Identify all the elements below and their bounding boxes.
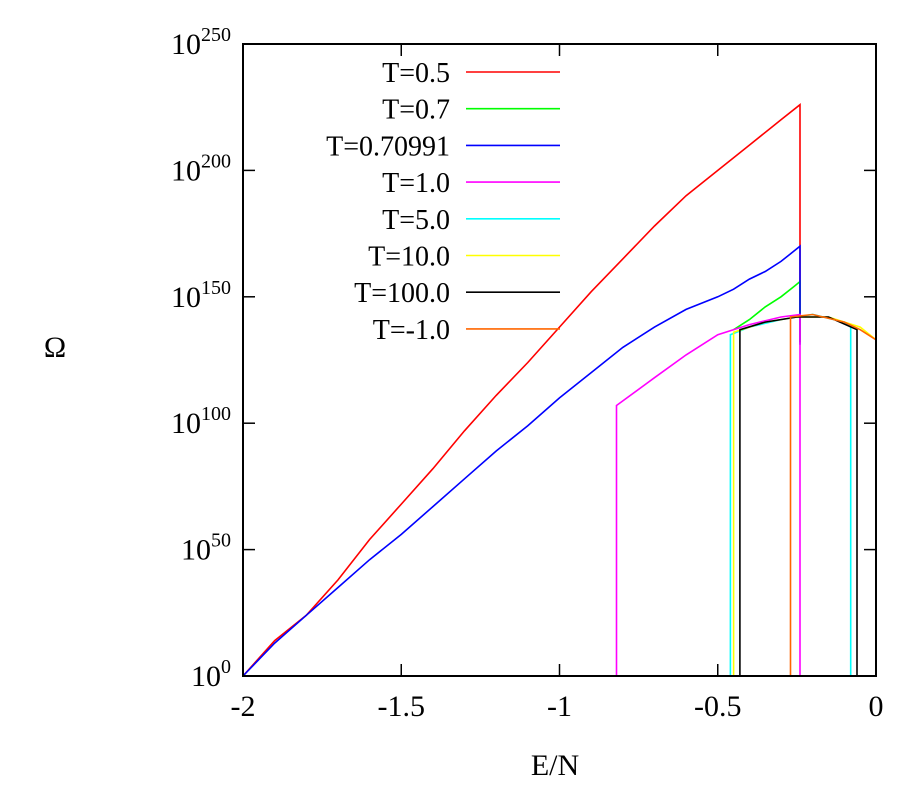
x-axis-label: E/N <box>531 749 579 782</box>
x-tick-label-2: -1 <box>547 690 572 723</box>
x-tick-label-4: 0 <box>869 690 884 723</box>
series-line-2 <box>242 244 801 677</box>
legend-label-3: T=1.0 <box>382 168 450 199</box>
y-tick-label-1: 1050 <box>181 530 231 567</box>
legend-label-6: T=100.0 <box>354 278 450 309</box>
ticks <box>242 43 877 677</box>
legend-label-0: T=0.5 <box>382 58 450 89</box>
x-tick-label-3: -0.5 <box>694 690 742 723</box>
series-line-7 <box>789 313 877 676</box>
legend-label-1: T=0.7 <box>382 95 450 126</box>
series-line-6 <box>739 316 858 676</box>
series-line-5 <box>732 316 877 676</box>
x-tick-label-0: -2 <box>231 690 256 723</box>
y-tick-label-5: 10250 <box>171 24 231 61</box>
legend-label-7: T=-1.0 <box>373 315 450 346</box>
tick-labels: -2 -1.5 -1 -0.5 0 100 1050 10100 10150 10200 10250 <box>171 24 884 723</box>
plot-lines <box>242 103 877 677</box>
y-tick-label-0: 100 <box>191 656 231 693</box>
legend-label-2: T=0.70991 <box>326 131 450 162</box>
series-line-3 <box>615 313 801 676</box>
y-axis-label: Ω <box>44 331 66 364</box>
series-line-0 <box>242 103 801 677</box>
y-tick-label-4: 10200 <box>171 150 231 187</box>
legend: T=0.5 T=0.7 T=0.70991 T=1.0 T=5.0 T=10.0 T=100… <box>326 58 560 346</box>
legend-label-5: T=10.0 <box>368 242 450 273</box>
y-tick-label-2: 10100 <box>171 403 231 440</box>
legend-label-4: T=5.0 <box>382 205 450 236</box>
x-tick-label-1: -1.5 <box>378 690 426 723</box>
y-tick-label-3: 10150 <box>171 277 231 314</box>
